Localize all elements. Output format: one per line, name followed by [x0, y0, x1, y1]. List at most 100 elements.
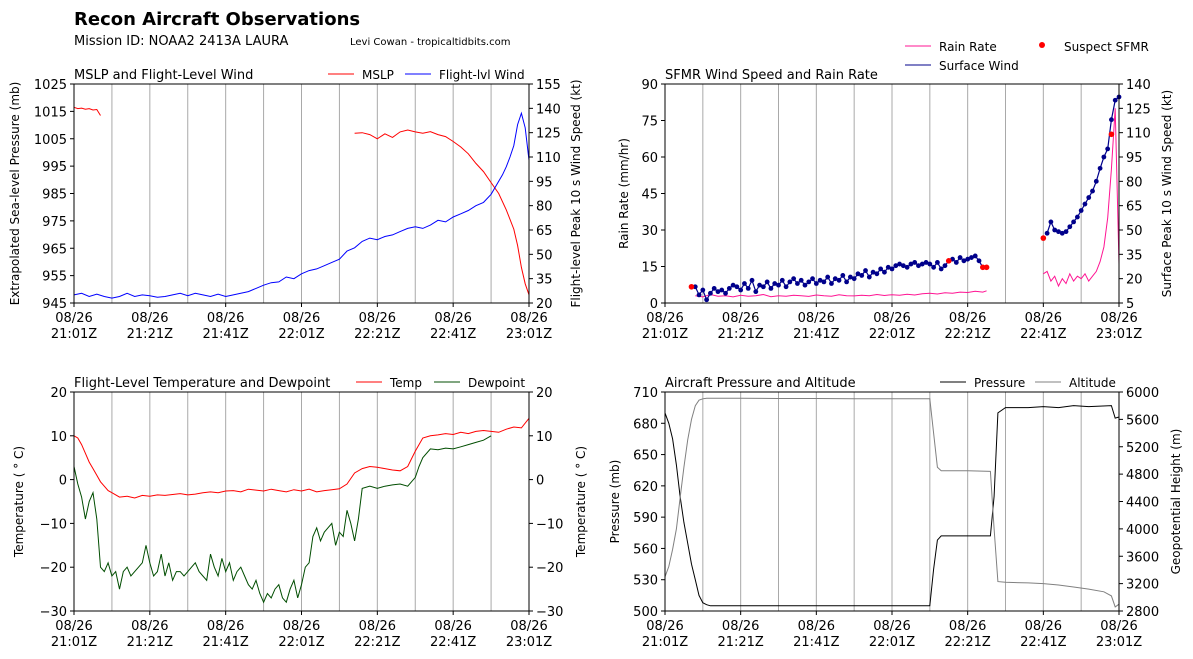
- marker-surface-wind: [965, 256, 971, 262]
- y-tick-label-right: 3600: [1126, 550, 1159, 565]
- marker-surface-wind: [821, 279, 827, 285]
- y-tick-label-left: −10: [40, 517, 67, 532]
- figure-title: Recon Aircraft Observations: [74, 9, 360, 30]
- panel-pres_alt: 08/2621:01Z08/2621:21Z08/2621:41Z08/2622…: [608, 376, 1183, 650]
- x-tick-date: 08/26: [55, 619, 92, 634]
- x-tick-date: 08/26: [434, 619, 471, 634]
- marker-surface-wind: [953, 260, 959, 265]
- x-tick-time: 22:01Z: [278, 327, 324, 342]
- x-tick-time: 22:41Z: [1020, 327, 1066, 342]
- marker-surface-wind: [692, 284, 698, 290]
- marker-surface-wind: [772, 281, 778, 286]
- y-tick-label-left: 965: [42, 242, 67, 257]
- y-tick-label-right: 20: [536, 297, 553, 312]
- marker-surface-wind: [1044, 230, 1050, 236]
- y-axis-label-left: Rain Rate (mm/hr): [617, 138, 631, 249]
- marker-surface-wind: [912, 260, 918, 265]
- y-tick-label-right: 4800: [1126, 468, 1159, 483]
- marker-surface-wind: [734, 284, 740, 290]
- y-tick-label-right: 20: [536, 386, 553, 401]
- marker-surface-wind: [795, 281, 800, 286]
- y-tick-label-left: 90: [641, 78, 658, 93]
- y-tick-label-right: 4400: [1126, 496, 1159, 511]
- x-tick-date: 08/26: [873, 619, 910, 634]
- x-tick-time: 22:01Z: [869, 635, 915, 650]
- y-tick-label-right: 35: [1126, 248, 1143, 263]
- marker-surface-wind: [942, 263, 948, 269]
- y-tick-label-right: 10: [536, 430, 553, 445]
- y-tick-label-right: 95: [1126, 151, 1143, 166]
- marker-surface-wind: [1048, 219, 1054, 225]
- y-tick-label-left: 30: [641, 224, 658, 239]
- marker-suspect-sfmr: [983, 264, 990, 271]
- legend-label-temp: Temp: [389, 376, 422, 390]
- series-altitude: [664, 397, 1120, 608]
- y-axis-label-right: Temperature ( ° C): [574, 446, 588, 558]
- y-axis-label-left: Temperature ( ° C): [12, 446, 26, 558]
- chart-panels: 08/2621:01Z08/2621:21Z08/2621:41Z08/2622…: [8, 68, 1183, 650]
- legend-label-pressure: Pressure: [974, 376, 1025, 390]
- y-tick-label-right: 5200: [1126, 441, 1159, 456]
- marker-surface-wind: [832, 276, 838, 282]
- legend-label-mslp: MSLP: [362, 68, 394, 82]
- y-tick-label-left: 955: [42, 270, 67, 285]
- marker-surface-wind: [866, 274, 872, 280]
- x-tick-time: 23:01Z: [1096, 635, 1142, 650]
- series-mslp: [73, 106, 101, 116]
- x-tick-time: 22:41Z: [1020, 635, 1066, 650]
- y-tick-label-right: 110: [536, 151, 561, 166]
- y-tick-label-left: −20: [40, 561, 67, 576]
- marker-surface-wind: [1097, 165, 1103, 171]
- y-tick-label-left: 20: [50, 386, 67, 401]
- marker-surface-wind: [806, 279, 812, 285]
- y-tick-label-right: 20: [1126, 273, 1143, 288]
- x-tick-date: 08/26: [283, 311, 320, 326]
- marker-surface-wind: [1101, 154, 1107, 160]
- y-tick-label-left: 560: [633, 542, 658, 557]
- series-rain-rate: [695, 290, 987, 298]
- x-tick-date: 08/26: [131, 311, 168, 326]
- y-axis-label-right: Flight-level Peak 10 s Wind Speed (kt): [569, 79, 583, 307]
- panel-title: Flight-Level Temperature and Dewpoint: [74, 376, 330, 391]
- x-tick-time: 21:41Z: [793, 635, 839, 650]
- x-tick-time: 22:21Z: [354, 327, 400, 342]
- x-tick-date: 08/26: [722, 311, 759, 326]
- y-tick-label-right: 80: [536, 200, 553, 215]
- y-tick-label-right: 80: [1126, 175, 1143, 190]
- x-tick-date: 08/26: [798, 311, 835, 326]
- marker-surface-wind: [916, 263, 921, 269]
- y-tick-label-left: 500: [633, 605, 658, 620]
- y-tick-label-right: 6000: [1126, 386, 1159, 401]
- x-tick-time: 21:01Z: [51, 635, 97, 650]
- marker-surface-wind: [859, 273, 865, 278]
- x-tick-time: 22:41Z: [430, 327, 476, 342]
- marker-surface-wind: [798, 277, 804, 283]
- marker-surface-wind: [1086, 195, 1092, 200]
- x-tick-time: 21:01Z: [642, 327, 688, 342]
- x-tick-time: 22:21Z: [944, 327, 990, 342]
- marker-surface-wind: [696, 292, 702, 298]
- y-tick-label-right: 95: [536, 175, 553, 190]
- marker-surface-wind: [1090, 188, 1095, 194]
- marker-surface-wind: [749, 277, 755, 283]
- marker-surface-wind: [855, 271, 861, 277]
- marker-surface-wind: [870, 269, 876, 275]
- x-tick-date: 08/26: [1100, 619, 1137, 634]
- marker-surface-wind: [1052, 227, 1058, 233]
- marker-surface-wind: [700, 287, 706, 293]
- legend-label-wind: Flight-lvl Wind: [439, 68, 525, 82]
- marker-surface-wind: [863, 268, 868, 273]
- y-tick-label-right: 125: [1126, 102, 1151, 117]
- x-tick-date: 08/26: [207, 619, 244, 634]
- marker-surface-wind: [1056, 229, 1061, 235]
- x-tick-date: 08/26: [207, 311, 244, 326]
- y-tick-label-right: 50: [1126, 224, 1143, 239]
- panel-title: SFMR Wind Speed and Rain Rate: [665, 68, 878, 83]
- y-tick-label-left: 975: [42, 215, 67, 230]
- x-tick-date: 08/26: [873, 311, 910, 326]
- x-tick-time: 21:21Z: [127, 327, 173, 342]
- marker-surface-wind: [893, 263, 899, 269]
- x-tick-date: 08/26: [510, 619, 547, 634]
- y-tick-label-left: 995: [42, 160, 67, 175]
- x-tick-time: 23:01Z: [506, 635, 552, 650]
